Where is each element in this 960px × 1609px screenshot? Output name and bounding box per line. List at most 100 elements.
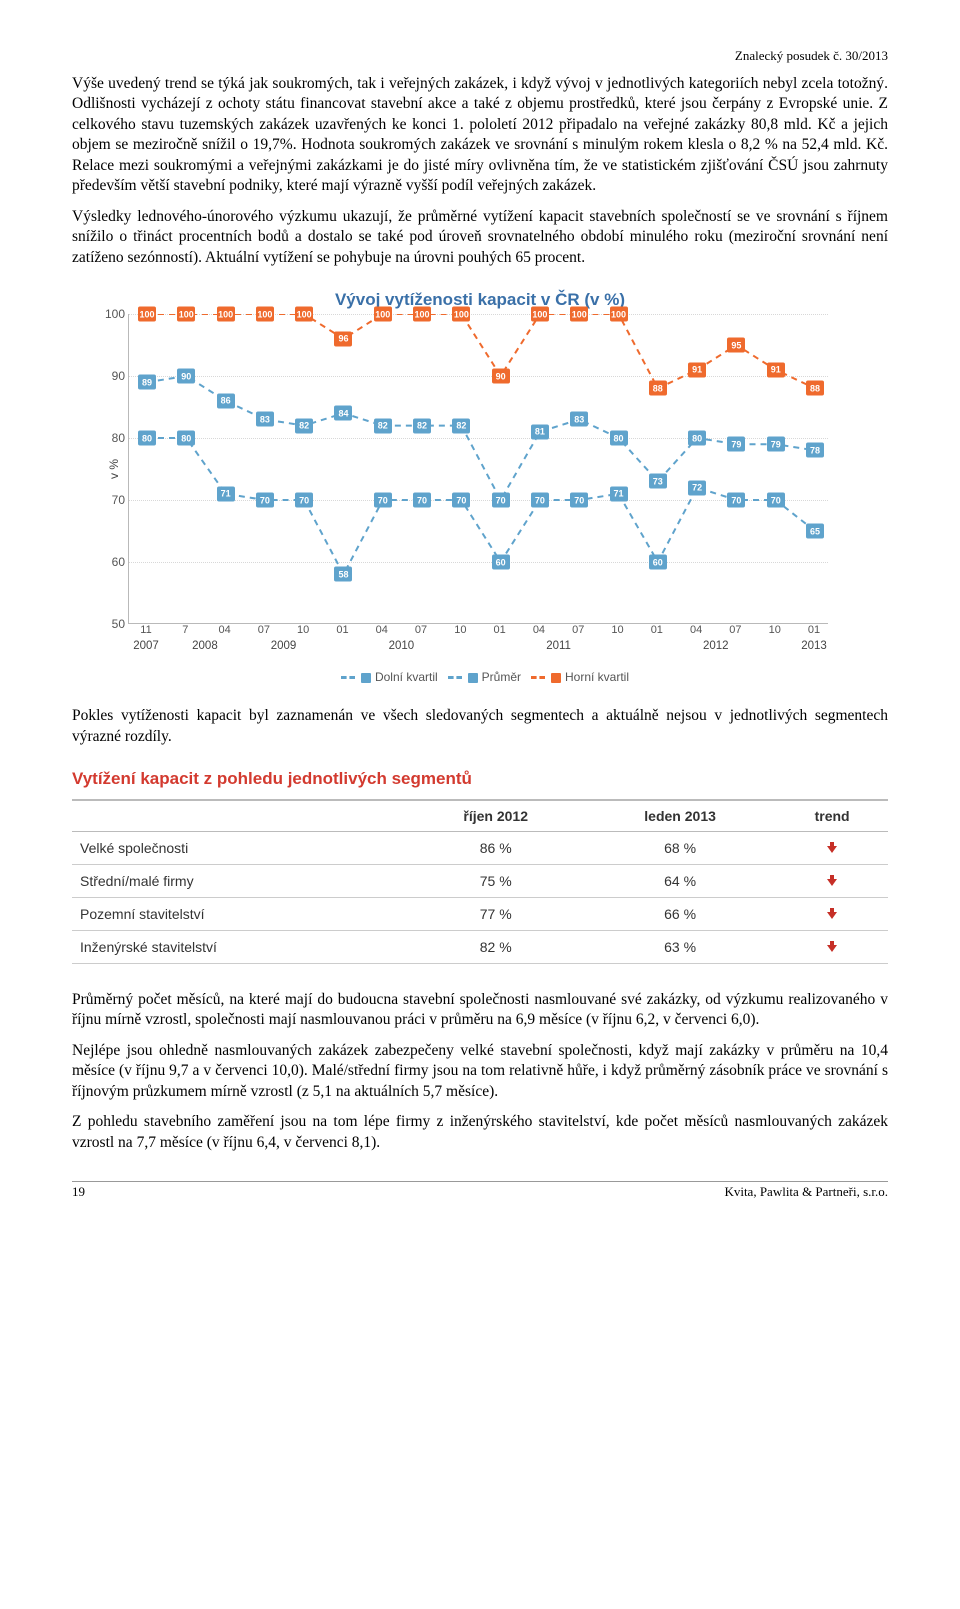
row-value-jan: 63 % [584,930,776,963]
row-trend [776,930,888,963]
paragraph-1: Výše uvedený trend se týká jak soukromýc… [72,74,888,197]
chart-point: 70 [374,493,392,508]
chart-xtick: 04 [218,624,230,636]
chart-point: 88 [649,381,667,396]
chart-xtick: 10 [611,624,623,636]
paragraph-6: Z pohledu stavebního zaměření jsou na to… [72,1112,888,1153]
row-value-jan: 68 % [584,831,776,864]
chart-legend: Dolní kvartil Průměr Horní kvartil [100,670,860,684]
chart-point: 70 [256,493,274,508]
chart-point: 60 [492,555,510,570]
chart-point: 70 [413,493,431,508]
chart-point: 83 [256,412,274,427]
chart-xtick: 07 [258,624,270,636]
chart-point: 100 [610,307,628,322]
row-label: Pozemní stavitelství [72,897,407,930]
chart-point: 80 [138,431,156,446]
chart-point: 60 [649,555,667,570]
chart-point: 78 [806,443,824,458]
legend-label: Horní kvartil [565,670,629,684]
row-label: Velké společnosti [72,831,407,864]
paragraph-3: Pokles vytíženosti kapacit byl zaznamená… [72,706,888,747]
table-row: Velké společnosti86 %68 % [72,831,888,864]
chart-point: 70 [727,493,745,508]
doc-header: Znalecký posudek č. 30/2013 [72,48,888,64]
capacity-chart: v % 506070809010010010010010010096100100… [100,314,860,684]
chart-point: 91 [767,362,785,377]
chart-xtick: 04 [376,624,388,636]
chart-xtick-year: 2011 [546,640,571,652]
chart-point: 95 [727,338,745,353]
page-footer: 19 Kvita, Pawlita & Partneři, s.r.o. [72,1181,888,1200]
segments-table: říjen 2012leden 2013trend Velké společno… [72,799,888,964]
chart-xtick: 04 [690,624,702,636]
chart-xtick: 07 [572,624,584,636]
chart-point: 82 [374,418,392,433]
row-trend [776,831,888,864]
chart-point: 80 [610,431,628,446]
chart-ytick: 70 [97,493,125,507]
chart-point: 83 [570,412,588,427]
chart-point: 86 [217,393,235,408]
chart-point: 100 [374,307,392,322]
chart-ytick: 90 [97,369,125,383]
table-row: Pozemní stavitelství77 %66 % [72,897,888,930]
chart-xtick: 07 [729,624,741,636]
chart-xtick: 01 [336,624,348,636]
chart-point: 71 [610,486,628,501]
chart-point: 100 [217,307,235,322]
chart-point: 58 [334,567,352,582]
chart-xtick-year: 2008 [192,640,218,652]
chart-point: 100 [570,307,588,322]
row-label: Inženýrské stavitelství [72,930,407,963]
chart-point: 70 [531,493,549,508]
table-header: leden 2013 [584,800,776,832]
chart-ylabel: v % [107,459,121,479]
chart-point: 89 [138,375,156,390]
chart-xtick-year: 2007 [133,640,159,652]
chart-xtick: 10 [769,624,781,636]
chart-xtick-year: 2009 [271,640,297,652]
row-label: Střední/malé firmy [72,864,407,897]
chart-point: 90 [492,369,510,384]
row-value-oct: 82 % [407,930,584,963]
chart-point: 82 [295,418,313,433]
chart-point: 100 [177,307,195,322]
chart-xtick-year: 2013 [801,640,827,652]
chart-xtick: 7 [182,624,188,636]
chart-xtick: 11 [140,624,151,636]
row-value-jan: 64 % [584,864,776,897]
table-title: Vytížení kapacit z pohledu jednotlivých … [72,769,888,789]
chart-xtick: 10 [454,624,466,636]
legend-label: Průměr [482,670,521,684]
chart-point: 79 [727,437,745,452]
chart-point: 84 [334,406,352,421]
legend-label: Dolní kvartil [375,670,438,684]
paragraph-2: Výsledky lednového-únorového výzkumu uka… [72,207,888,268]
row-trend [776,897,888,930]
chart-xtick: 10 [297,624,309,636]
chart-xtick: 01 [494,624,506,636]
chart-xtick-year: 2012 [703,640,729,652]
row-value-oct: 86 % [407,831,584,864]
trend-down-icon [827,945,837,952]
chart-point: 82 [413,418,431,433]
chart-point: 70 [570,493,588,508]
chart-point: 100 [531,307,549,322]
row-value-jan: 66 % [584,897,776,930]
chart-xtick: 04 [533,624,545,636]
chart-point: 80 [177,431,195,446]
chart-point: 73 [649,474,667,489]
chart-ytick: 50 [97,617,125,631]
table-header: říjen 2012 [407,800,584,832]
chart-point: 80 [688,431,706,446]
chart-point: 100 [413,307,431,322]
footer-page-number: 19 [72,1184,85,1200]
chart-point: 96 [334,331,352,346]
trend-down-icon [827,879,837,886]
row-value-oct: 77 % [407,897,584,930]
table-row: Inženýrské stavitelství82 %63 % [72,930,888,963]
trend-down-icon [827,846,837,853]
chart-point: 70 [492,493,510,508]
row-value-oct: 75 % [407,864,584,897]
